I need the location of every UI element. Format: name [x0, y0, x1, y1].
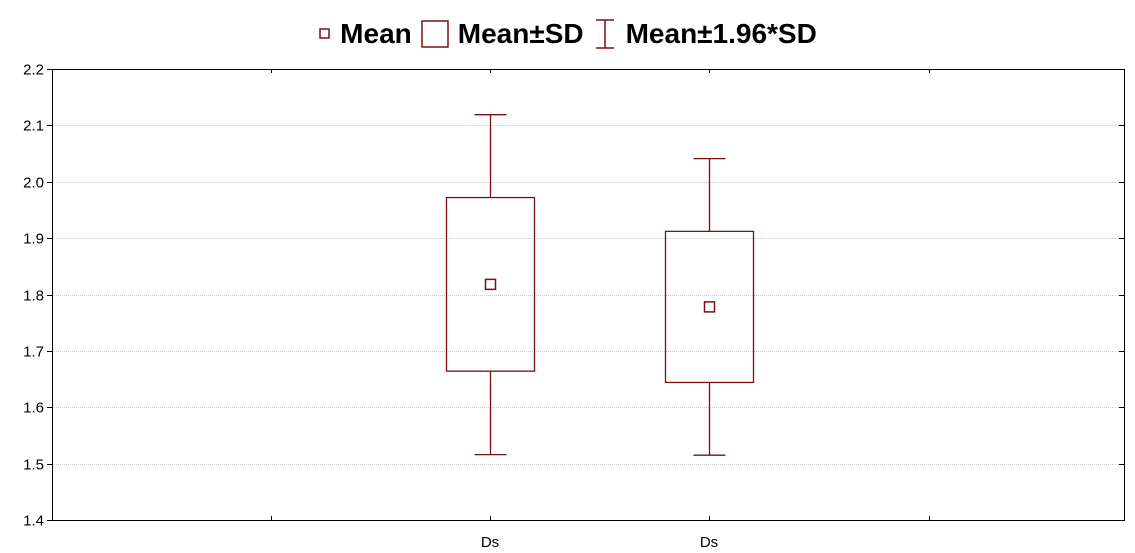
y-tick-label: 2.1: [23, 118, 44, 135]
y-tick-label: 1.6: [23, 400, 44, 417]
y-tick-label: 1.4: [23, 513, 44, 530]
sd-box: [666, 231, 754, 382]
y-tick-label: 2.0: [23, 175, 44, 192]
sd-box: [447, 198, 535, 372]
y-tick-label: 1.8: [23, 288, 44, 305]
x-tick-label: Ds: [481, 534, 499, 551]
x-tick-label: Ds: [700, 534, 718, 551]
y-tick-label: 1.5: [23, 457, 44, 474]
y-tick-label: 1.9: [23, 231, 44, 248]
y-tick-label: 2.2: [23, 62, 44, 79]
plot-frame: [53, 70, 1125, 521]
mean-marker: [486, 279, 496, 289]
y-tick-label: 1.7: [23, 344, 44, 361]
mean-marker: [705, 302, 715, 312]
